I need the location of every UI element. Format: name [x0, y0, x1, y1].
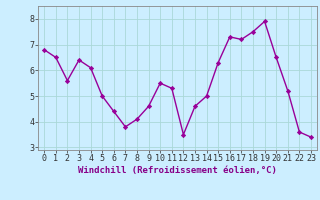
X-axis label: Windchill (Refroidissement éolien,°C): Windchill (Refroidissement éolien,°C): [78, 166, 277, 175]
